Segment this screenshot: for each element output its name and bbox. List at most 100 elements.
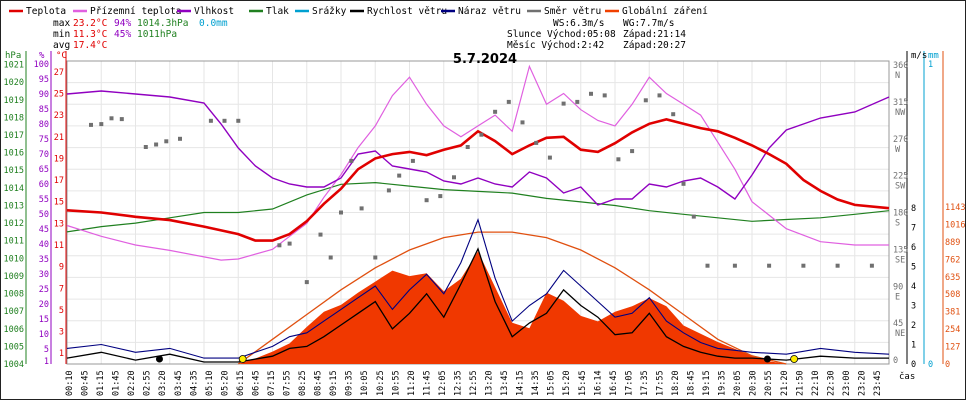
time-tick: 15:20 [562,370,572,396]
radiation-tick: 1143 [945,203,965,213]
wind-direction-dot [109,116,114,121]
time-tick: 05:20 [220,370,230,396]
temp-tick: 5 [59,306,64,316]
time-tick: 02:20 [127,370,137,396]
wind-direction-dot [869,263,874,268]
time-tick: 09:35 [345,370,355,396]
wind-direction-dot [410,158,415,163]
direction-name: NW [895,108,906,118]
temp-tick: 1 [59,349,64,359]
time-tick: 02:55 [143,370,153,396]
temp-tick: 13 [54,219,64,229]
wind-direction-dot [681,181,686,186]
wind-direction-dot [397,173,402,178]
temp-tick: 17 [54,176,64,186]
radiation-tick: 254 [945,325,960,335]
time-tick: 10:55 [391,370,401,396]
time-tick: 08:25 [298,370,308,396]
time-tick: 14:15 [516,370,526,396]
pct-tick: 15 [39,315,49,325]
pct-tick: 50 [39,210,49,220]
wind-direction-dot [534,140,539,145]
ms-tick: 2 [911,321,916,331]
legend-label: Rychlost větru [367,6,447,17]
hpa-tick: 1020 [4,78,24,88]
hpa-tick: 1004 [4,360,24,370]
ms-tick: 0 [911,360,916,370]
stats-block: max 23.2°C 94% 1014.3hPa 0.0mm min 11.3°… [53,18,228,51]
wind-direction-dot [575,99,580,104]
info-sun-rise: Slunce Východ:05:08 [507,29,616,40]
ms-tick: 5 [911,262,916,272]
radiation-area [238,251,787,364]
time-tick: 06:15 [236,370,246,396]
wind-direction-dot [671,112,676,117]
time-tick: 21:50 [795,370,805,396]
pct-tick: 45 [39,225,49,235]
series-lines [66,64,890,363]
wind-direction-dot [208,118,213,123]
temp-tick: 9 [59,263,64,273]
wind-direction-dot [452,175,456,180]
radiation-tick: 1016 [945,220,965,230]
direction-name: NE [895,329,905,339]
radiation-tick: 889 [945,238,960,248]
ms-tick: 3 [911,301,916,311]
wind-direction-dot [465,145,470,149]
direction-tick: 315 [893,98,908,108]
time-tick: 19:35 [718,370,728,396]
hpa-tick: 1015 [4,166,24,176]
wind-direction-dot [424,198,429,203]
moonset-marker [763,355,771,363]
time-tick: 12:35 [453,370,463,396]
sun-moon-info: WS:6.3m/s WG:7.7m/s Slunce Východ:05:08 … [507,18,686,51]
time-tick: 17:55 [655,370,665,396]
time-tick: 17:35 [640,370,650,396]
wind-direction-dot [304,280,309,285]
temp-tick: 3 [59,328,64,338]
humidity-line [66,90,890,206]
unit-temp: °C [56,51,67,61]
wind-direction-dot [589,91,593,96]
wind-direction-dot [373,255,378,260]
hpa-tick: 1007 [4,307,24,317]
legend-label: Přízemní teplota [90,6,182,17]
time-tick: 04:35 [189,370,199,396]
legend-label: Směr větru [544,6,601,17]
time-tick: 15:45 [578,370,588,396]
time-tick: 06:45 [251,370,261,396]
time-tick: 13:45 [500,370,510,396]
temp-tick: 19 [54,154,64,164]
wind-direction-dot [705,263,710,268]
pct-tick: 30 [39,270,49,280]
time-tick: 12:05 [438,370,448,396]
wind-direction-dot [438,194,443,199]
time-tick: 22:30 [826,370,836,396]
legend-label: Tlak [266,6,289,17]
wind-direction-dot [328,255,333,260]
ms-tick: 7 [911,223,916,233]
time-tick: 18:20 [671,370,681,396]
time-tick: 20:30 [749,370,759,396]
hpa-tick: 1008 [4,290,24,300]
legend-label: Srážky [312,6,347,17]
time-tick: 23:20 [857,370,867,396]
wind-direction-dot [561,101,566,106]
pct-tick: 60 [39,180,49,190]
pct-tick: 90 [39,90,49,100]
temp-tick: 15 [54,198,64,208]
wind-direction-dot [154,142,159,147]
time-tick: 11:45 [422,370,432,396]
stats-max-label: max [53,18,70,29]
wind-direction-dot [143,145,148,149]
radiation-layer [237,231,787,365]
time-tick: 13:20 [485,370,495,396]
wind-direction-dot [643,98,648,103]
hpa-tick: 1011 [4,237,24,247]
time-tick: 22:10 [811,370,821,396]
pct-tick: 5 [44,345,49,355]
hpa-tick: 1006 [4,325,24,335]
wind-direction-dot [835,263,840,268]
time-tick: 15:05 [547,370,557,396]
wind-direction-dot [222,118,227,123]
